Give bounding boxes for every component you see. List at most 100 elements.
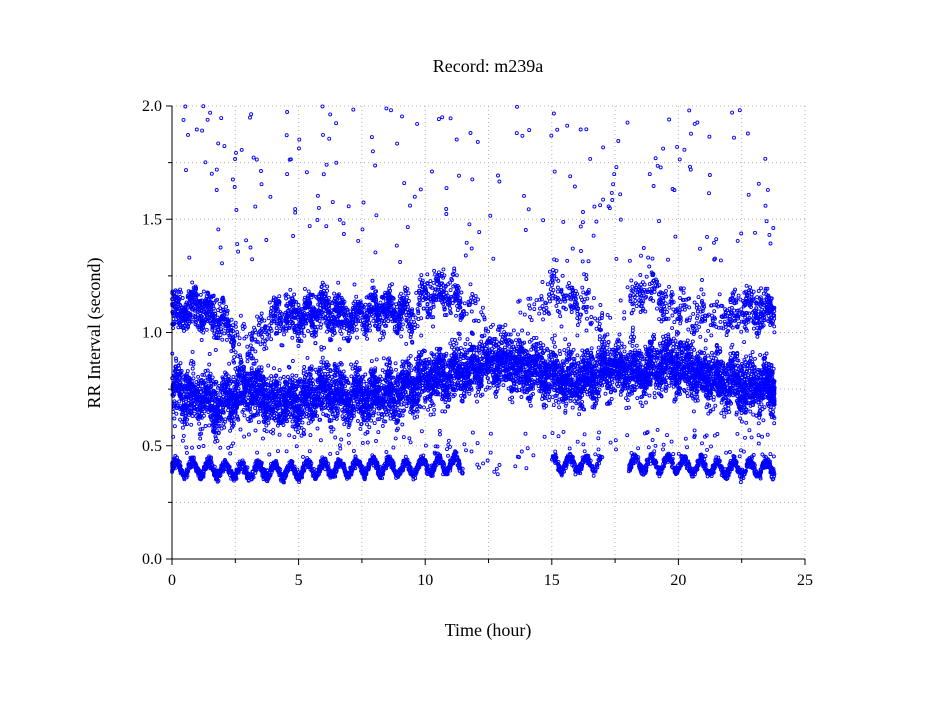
rr-point [449,342,452,345]
rr-point [578,413,581,416]
rr-point [401,360,404,363]
rr-point [192,377,195,380]
rr-point [215,429,218,432]
rr-point [517,333,520,336]
rr-point [460,394,463,397]
rr-point [453,348,456,351]
rr-point [255,359,258,362]
rr-point [428,358,431,361]
rr-point [484,388,487,391]
rr-point [492,323,495,326]
rr-point [553,334,556,337]
rr-point [190,423,193,426]
rr-point [553,345,556,348]
rr-point [175,412,178,415]
rr-point [530,348,533,351]
rr-point [420,334,423,337]
rr-point [208,353,211,356]
rr-point [309,434,312,437]
rr-point [571,406,574,409]
rr-point [303,409,306,412]
rr-point [554,399,557,402]
rr-point [508,398,511,401]
rr-point [466,338,469,341]
rr-point [502,384,505,387]
rr-point [521,329,524,332]
rr-point [295,374,298,377]
rr-point [463,348,466,351]
rr-point [352,399,355,402]
rr-point [279,377,282,380]
rr-point [303,366,306,369]
rr-point [429,413,432,416]
rr-point [548,395,551,398]
rr-point [208,363,211,366]
rr-point [211,376,214,379]
rr-point [278,433,281,436]
rr-point [558,406,561,409]
rr-point [199,437,202,440]
rr-point [511,401,514,404]
rr-point [515,339,518,342]
rr-point [254,407,257,410]
rr-point [432,413,435,416]
rr-point [389,417,392,420]
rr-point [246,360,249,363]
rr-point [377,431,380,434]
rr-point [564,338,567,341]
rr-point [552,404,555,407]
rr-point [186,370,189,373]
rr-point [191,367,194,370]
rr-point [297,431,300,434]
rr-point [179,362,182,365]
rr-point [418,351,421,354]
rr-point [423,406,426,409]
rr-point [476,400,479,403]
rr-point [350,363,353,366]
rr-point [181,426,184,429]
rr-point [208,424,211,427]
rr-point [294,428,297,431]
rr-point [458,337,461,340]
rr-point [204,425,207,428]
rr-point [427,408,430,411]
rr-point [331,375,334,378]
rr-point [197,375,200,378]
rr-point [273,367,276,370]
rr-point [293,436,296,439]
rr-point [198,422,201,425]
rr-point [548,399,551,402]
rr-point [206,369,209,372]
rr-point [581,349,584,352]
rr-point [243,414,246,417]
rr-point [394,362,397,365]
rr-point [429,405,432,408]
rr-point [469,343,472,346]
rr-point [472,351,475,354]
rr-point [557,401,560,404]
rr-point [559,353,562,356]
rr-point [332,428,335,431]
rr-point [370,419,373,422]
rr-point [366,423,369,426]
rr-point [191,350,194,353]
rr-point [573,400,576,403]
rr-point [191,415,194,418]
rr-point [558,350,561,353]
rr-point [504,323,507,326]
rr-point [576,354,579,357]
rr-point [199,428,202,431]
rr-point [495,340,498,343]
rr-point [452,344,455,347]
rr-point [382,357,385,360]
rr-point [542,344,545,347]
rr-point [182,434,185,437]
rr-point [585,329,588,332]
rr-point [405,342,408,345]
rr-point [474,394,477,397]
rr-point [401,423,404,426]
rr-point [278,369,281,372]
rr-point [223,426,226,429]
rr-point [405,405,408,408]
